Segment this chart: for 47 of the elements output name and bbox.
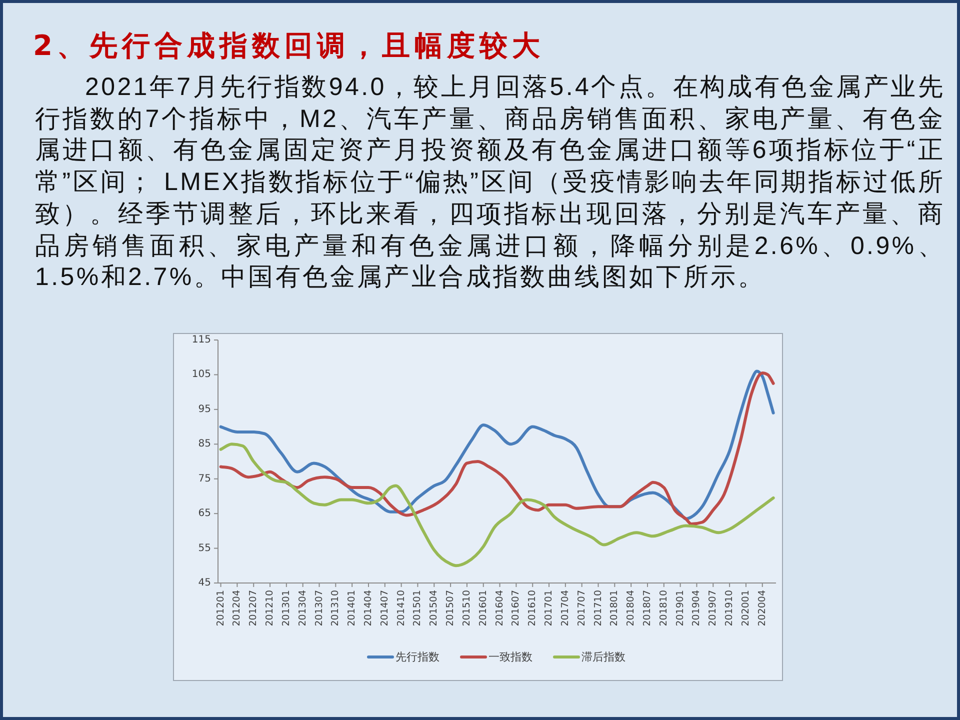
y-tick-label: 95 — [198, 404, 211, 415]
x-tick-label: 201701 — [544, 590, 555, 626]
x-tick-label: 201310 — [330, 590, 342, 626]
x-tick-label: 201910 — [724, 590, 736, 626]
x-tick-label: 201807 — [642, 590, 653, 626]
x-tick-label: 201204 — [232, 590, 243, 626]
legend-label: 一致指数 — [488, 650, 532, 664]
x-tick-label: 201907 — [708, 590, 719, 626]
x-tick-label: 201410 — [396, 590, 407, 626]
x-tick-label: 201804 — [626, 590, 637, 626]
y-tick-label: 105 — [192, 369, 211, 380]
x-tick-label: 201507 — [445, 590, 456, 626]
chart-title: 2、先行合成指数回调，且幅度较大 — [33, 28, 544, 64]
x-tick-label: 201407 — [379, 590, 390, 626]
y-tick-label: 45 — [198, 578, 211, 588]
text: 2021年7月先行指数94.0，较上月回落5.4个点。在构成有色金属产业先行指数的7个指标中，M2、汽车产量、商品房销售面积、家电产量、有色金属进口额、有色金属固定资产月投资额及有色金属进口额等6项指标位于“正常”区间； LMEX指数指标位于“偏热”区间（受疫情影响去年同期指标过低所致）。经季节调整后，环比来看，四项指标出现回落，分别是汽车产量、商品房销售面积、家电产量和有色金属进口额，降幅分别是2.6%、0.9%、1.5%和2.7%。中国有色金属产业合成指数曲线图如下所示。 — [35, 72, 945, 294]
x-tick-label: 201904 — [691, 590, 702, 626]
x-tick-label: 201501 — [412, 590, 424, 626]
legend-label: 先行指数 — [396, 650, 440, 664]
y-tick-label: 115 — [192, 334, 211, 346]
x-tick-label: 201207 — [248, 590, 260, 626]
x-tick-label: 201801 — [609, 590, 620, 626]
x-tick-label: 201504 — [428, 590, 440, 626]
x-tick-label: 201210 — [264, 590, 276, 626]
y-tick-label: 75 — [198, 473, 211, 484]
x-tick-label: 201810 — [658, 590, 670, 626]
x-tick-label: 201404 — [362, 590, 374, 626]
x-tick-label: 201610 — [527, 590, 538, 626]
x-tick-label: 201301 — [280, 590, 292, 626]
legend-label: 滞后指数 — [582, 650, 626, 664]
x-tick-label: 201707 — [576, 590, 588, 626]
x-tick-label: 201401 — [346, 590, 358, 626]
x-tick-label: 201604 — [494, 590, 506, 626]
x-tick-label: 201510 — [461, 590, 472, 626]
y-tick-label: 55 — [198, 542, 211, 554]
y-tick-label: 65 — [198, 508, 211, 520]
x-tick-label: 201704 — [560, 590, 571, 626]
x-tick-label: 201307 — [314, 590, 325, 626]
x-tick-label: 202004 — [756, 590, 768, 626]
y-tick-label: 85 — [198, 438, 211, 450]
x-tick-label: 201304 — [297, 590, 308, 626]
x-tick-label: 201201 — [215, 590, 226, 626]
x-tick-label: 201601 — [478, 590, 489, 626]
x-tick-label: 201607 — [510, 590, 522, 626]
x-tick-label: 201710 — [592, 590, 604, 626]
x-tick-label: 202001 — [740, 590, 752, 626]
x-tick-label: 201901 — [674, 590, 686, 626]
